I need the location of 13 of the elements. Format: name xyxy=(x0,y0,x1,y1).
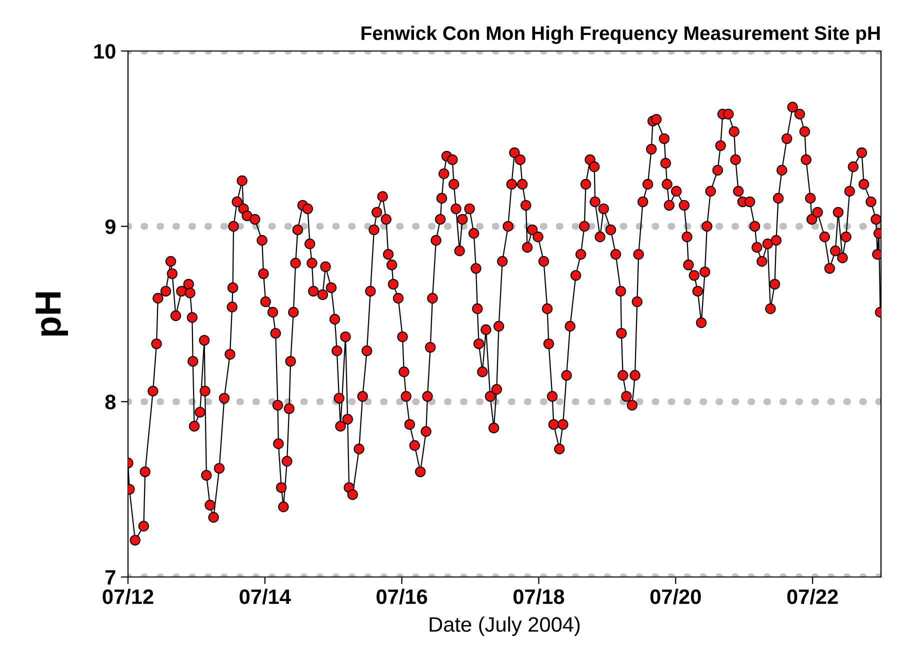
x-tick-label: 07/20 xyxy=(650,588,701,604)
x-tick-label: 07/16 xyxy=(376,588,428,604)
y-axis-title: pH xyxy=(36,292,68,336)
y-tick-label: 10 xyxy=(94,44,116,59)
y-tick-label: 9 xyxy=(105,219,116,234)
x-tick-label: 07/18 xyxy=(513,588,564,604)
x-axis-title: Date (July 2004) xyxy=(430,616,580,636)
x-tick-label: 07/22 xyxy=(787,588,838,604)
y-tick-label: 7 xyxy=(106,570,116,585)
x-tick-label: 07/12 xyxy=(102,588,154,604)
y-tick-label: 8 xyxy=(105,394,116,410)
chart-title: Fenwick Con Mon High Frequency Measurement Site pH xyxy=(362,26,880,44)
x-tick-label: 07/14 xyxy=(240,588,291,604)
